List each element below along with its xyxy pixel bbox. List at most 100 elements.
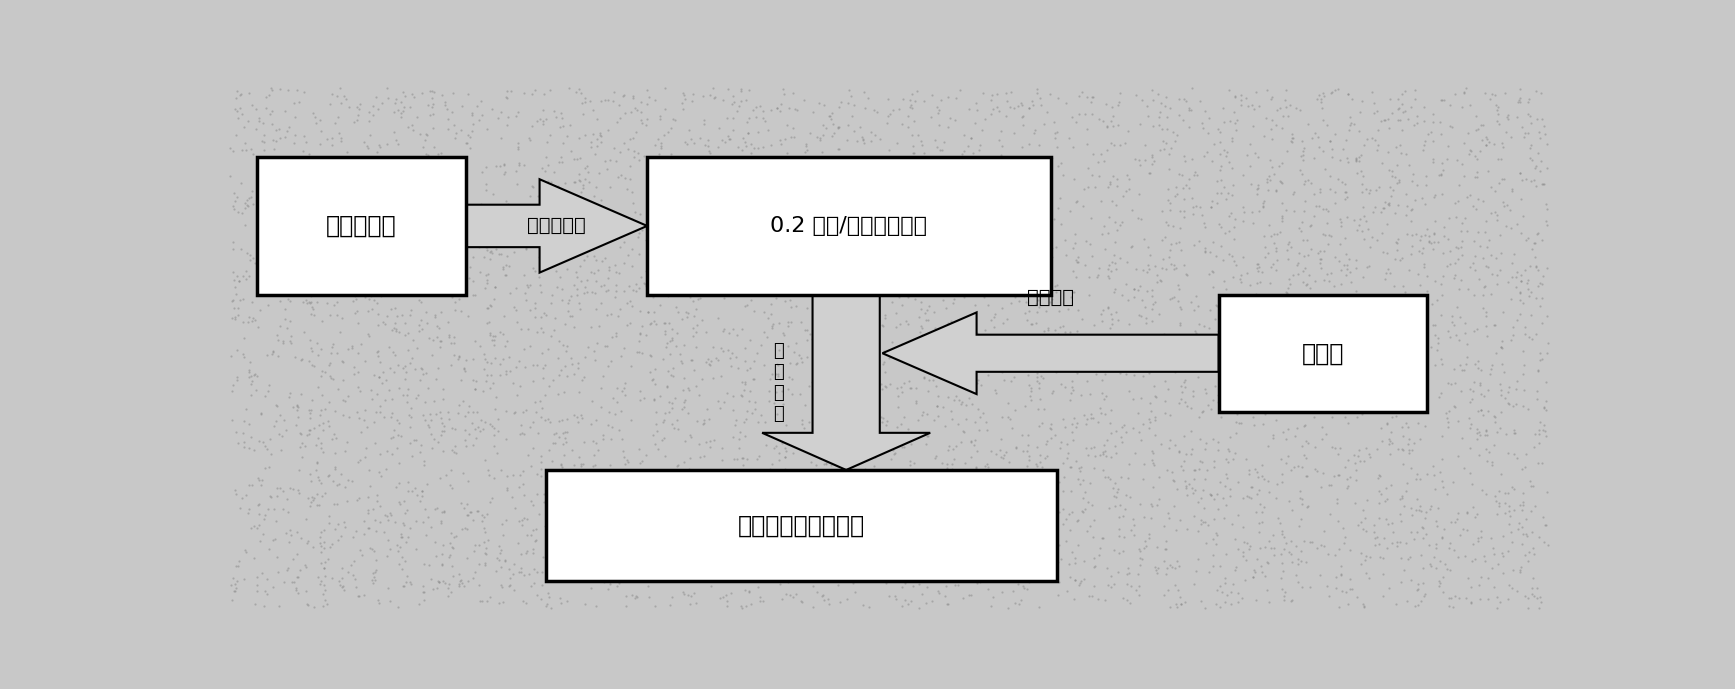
Point [736,395,763,407]
Point [762,441,789,452]
Point [493,85,520,96]
Point [363,229,390,240]
Point [841,586,869,597]
Point [1202,176,1230,187]
Point [1522,252,1549,263]
Point [1499,537,1527,548]
Point [1169,430,1197,441]
Point [736,362,763,373]
Point [517,279,545,290]
Point [1121,291,1149,302]
Point [642,248,670,259]
Point [500,378,527,389]
Point [739,408,767,419]
Point [670,274,697,285]
Point [1168,393,1195,404]
Point [824,575,852,586]
Point [519,88,547,99]
Point [999,467,1027,478]
Point [1097,349,1124,360]
Point [1263,320,1291,331]
Point [1412,331,1440,342]
Point [385,327,413,338]
Point [765,579,793,590]
Point [1046,539,1074,550]
Point [1419,108,1447,119]
Point [1466,274,1494,285]
Point [828,384,855,395]
Point [285,484,312,495]
Point [1221,259,1249,270]
Point [1117,205,1145,216]
Point [1496,382,1523,393]
Point [307,238,335,249]
Point [871,367,899,378]
Point [1230,551,1258,562]
Point [632,278,659,289]
Point [671,93,699,104]
Point [1195,247,1223,258]
Point [916,270,944,281]
Point [1301,201,1329,212]
Point [1249,419,1277,430]
Point [821,535,848,546]
Point [1183,343,1211,354]
Point [1117,580,1145,591]
Point [1430,230,1457,241]
Point [810,359,838,370]
Point [226,294,253,305]
Point [874,144,902,155]
Point [385,417,413,428]
Point [1228,418,1256,429]
Point [750,105,777,116]
Point [1143,269,1171,280]
Point [1374,264,1402,275]
Point [1171,455,1199,466]
Point [283,174,311,185]
Point [1254,184,1282,195]
Point [1100,478,1128,489]
Point [795,487,822,498]
Point [566,260,593,271]
Point [366,158,394,169]
Point [717,353,744,364]
Point [1046,442,1074,453]
Point [1058,426,1086,438]
Point [1168,599,1195,610]
Point [585,321,612,332]
Point [1376,182,1404,193]
Point [1161,135,1188,146]
Point [604,396,632,407]
Point [923,466,951,477]
Point [566,168,593,179]
Point [1409,145,1437,156]
Point [921,331,949,342]
Point [954,589,982,600]
Point [484,426,512,437]
Point [1320,312,1348,323]
Point [1145,471,1173,482]
Point [597,308,625,319]
Point [1074,526,1102,537]
Point [238,192,265,203]
Point [732,556,760,567]
Point [1345,126,1372,137]
Point [243,571,271,582]
Point [779,447,807,458]
Point [1038,423,1065,434]
Point [586,195,614,206]
Point [1482,495,1509,506]
Point [1428,289,1456,300]
Point [1194,399,1221,410]
Point [1515,275,1542,286]
Point [441,133,468,144]
Point [527,286,555,297]
Point [1402,526,1430,537]
Point [311,562,338,573]
Point [1220,107,1247,118]
Point [1449,364,1476,376]
Point [276,336,304,347]
Point [873,578,900,589]
Point [482,237,510,248]
Point [1058,506,1086,517]
